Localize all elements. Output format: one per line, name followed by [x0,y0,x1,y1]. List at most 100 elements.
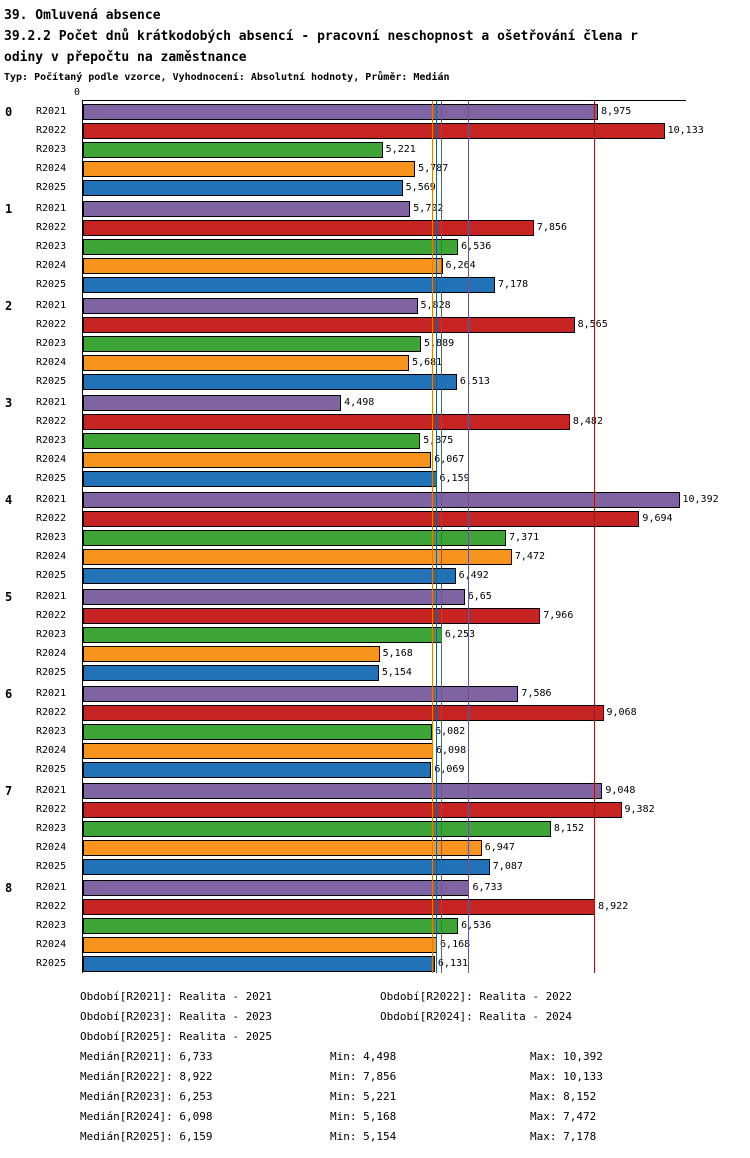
bar-row: R2023 5,221 [0,140,750,159]
bar-track: 7,586 [82,684,750,703]
statistics: Medián[R2021]: 6,733 Min: 4,498 Max: 10,… [80,1047,750,1147]
group-label: 5 [5,589,13,604]
series-label: R2025 [36,667,67,678]
bar-R2023 [83,529,507,546]
bar-row: 0 R2021 8,975 [0,102,750,121]
series-label: R2024 [36,454,67,465]
bar-row: 5 R2021 6,65 [0,587,750,606]
bar-group-1: 1 R2021 5,702 R2022 7,856 R2023 6,536 R2024 6,26… [0,199,750,294]
bar-R2022 [83,122,665,139]
bar-value-label: 9,382 [624,804,655,815]
bar-track: 6,253 [82,625,750,644]
bar-value-label: 4,498 [344,397,375,408]
series-label: R2023 [36,629,67,640]
legend-spacer [380,1027,680,1047]
series-label: R2023 [36,532,67,543]
bar-track: 8,482 [82,412,750,431]
series-label: R2021 [36,397,67,408]
bar-row: R2022 7,966 [0,606,750,625]
bar-track: 5,889 [82,334,750,353]
series-label: R2021 [36,688,67,699]
bar-row: 2 R2021 5,828 [0,296,750,315]
bar-R2024 [83,257,443,274]
max-r2025: Max: 7,178 [530,1130,597,1143]
series-label: R2022 [36,125,67,136]
bar-track: 5,875 [82,431,750,450]
max-r2024: Max: 7,472 [530,1110,597,1123]
bar-group-6: 6 R2021 7,586 R2022 9,068 R2023 6,082 R2024 6,09… [0,684,750,779]
bar-track: 8,975 [82,102,750,121]
bar-R2023 [83,723,433,740]
report-header: 39. Omluvená absence 39.2.2 Počet dnů kr… [0,0,750,85]
min-r2021: Min: 4,498 [330,1050,397,1063]
bar-value-label: 6,536 [461,920,492,931]
bar-track: 6,082 [82,722,750,741]
group-label: 6 [5,686,13,701]
bar-row: R2024 6,067 [0,450,750,469]
bar-value-label: 7,371 [509,532,540,543]
bar-R2025 [83,664,379,681]
legend-entry-r2023: Období[R2023]: Realita - 2023 [80,1010,273,1023]
bar-value-label: 6,492 [458,570,489,581]
series-label: R2022 [36,222,67,233]
legend: Období[R2021]: Realita - 2021 Období[R20… [80,987,750,1047]
bar-R2025 [83,179,403,196]
bar-R2021 [83,200,411,217]
legend-entry-r2022: Období[R2022]: Realita - 2022 [380,990,573,1003]
series-label: R2023 [36,144,67,155]
bar-value-label: 6,65 [467,591,492,602]
series-label: R2024 [36,745,67,756]
bar-row: R2024 5,168 [0,644,750,663]
bar-R2024 [83,160,416,177]
series-label: R2024 [36,357,67,368]
min-r2023: Min: 5,221 [330,1090,397,1103]
bar-track: 6,168 [82,935,750,954]
bar-R2024 [83,645,380,662]
series-label: R2022 [36,707,67,718]
bar-value-label: 5,168 [382,648,413,659]
bar-track: 6,492 [82,566,750,585]
x-axis-line [82,100,686,101]
bar-value-label: 5,569 [405,182,436,193]
bar-value-label: 5,875 [423,435,454,446]
bar-track: 6,159 [82,469,750,488]
bar-row: R2024 6,098 [0,741,750,760]
bar-row: R2022 8,565 [0,315,750,334]
bar-value-label: 10,392 [682,494,719,505]
series-label: R2021 [36,106,67,117]
bar-value-label: 9,048 [605,785,636,796]
bar-row: 1 R2021 5,702 [0,199,750,218]
bar-row: R2022 9,694 [0,509,750,528]
bar-R2022 [83,898,596,915]
bar-R2025 [83,567,456,584]
bar-track: 6,131 [82,954,750,973]
bar-row: R2024 6,947 [0,838,750,857]
bar-group-7: 7 R2021 9,048 R2022 9,382 R2023 8,152 R2024 6,94… [0,781,750,876]
median-r2024: Medián[R2024]: 6,098 [80,1110,213,1123]
series-label: R2021 [36,203,67,214]
bar-row: R2025 5,569 [0,178,750,197]
bar-R2025 [83,276,496,293]
series-label: R2022 [36,610,67,621]
bar-track: 9,048 [82,781,750,800]
series-label: R2023 [36,726,67,737]
bar-row: 3 R2021 4,498 [0,393,750,412]
bar-row: R2022 9,382 [0,800,750,819]
series-label: R2025 [36,764,67,775]
bar-R2023 [83,917,459,934]
series-label: R2024 [36,163,67,174]
report-title: 39. Omluvená absence [4,8,161,23]
series-label: R2024 [36,260,67,271]
bar-group-4: 4 R2021 10,392 R2022 9,694 R2023 7,371 R2024 7,4… [0,490,750,585]
bar-value-label: 8,152 [553,823,585,834]
series-label: R2021 [36,300,67,311]
max-r2023: Max: 8,152 [530,1090,597,1103]
bar-value-label: 6,536 [461,241,492,252]
y-axis-line [82,100,83,973]
bar-row: R2025 7,178 [0,275,750,294]
bar-R2021 [83,685,519,702]
bar-track: 6,264 [82,256,750,275]
bar-track: 9,382 [82,800,750,819]
bar-row: 7 R2021 9,048 [0,781,750,800]
